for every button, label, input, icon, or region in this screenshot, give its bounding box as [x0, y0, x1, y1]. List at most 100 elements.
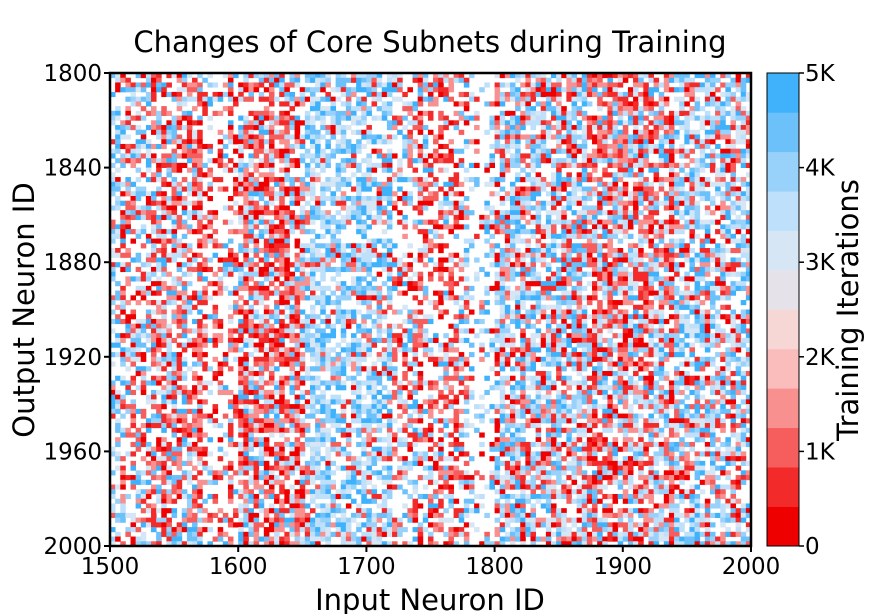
heatmap-cell: [248, 465, 254, 471]
heatmap-cell: [340, 512, 347, 519]
heatmap-cell: [212, 342, 219, 348]
heatmap-cell: [268, 399, 275, 405]
heatmap-cell: [125, 77, 131, 83]
heatmap-cell: [176, 191, 183, 197]
heatmap-cell: [207, 210, 213, 216]
heatmap-cell: [181, 200, 188, 206]
heatmap-cell: [489, 418, 495, 424]
heatmap-cell: [289, 503, 296, 509]
heatmap-cell: [356, 522, 362, 528]
heatmap-cell: [335, 73, 342, 79]
heatmap-cell: [371, 531, 378, 537]
heatmap-cell: [284, 276, 290, 282]
heatmap-cell: [417, 380, 424, 386]
heatmap-cell: [263, 172, 270, 178]
heatmap-cell: [197, 385, 203, 391]
heatmap-cell: [422, 153, 429, 159]
heatmap-cell: [171, 318, 178, 325]
heatmap-cell: [489, 101, 495, 107]
heatmap-cell: [181, 281, 188, 287]
heatmap-cell: [448, 493, 454, 500]
heatmap-cell: [315, 333, 321, 339]
heatmap-cell: [509, 115, 516, 121]
heatmap-cell: [335, 370, 342, 377]
heatmap-cell: [238, 408, 244, 414]
heatmap-cell: [504, 257, 511, 263]
heatmap-cell: [330, 531, 337, 537]
heatmap-cell: [217, 337, 224, 344]
heatmap-cell: [125, 527, 131, 533]
heatmap-cell: [376, 352, 383, 358]
heatmap-cell: [463, 361, 470, 367]
heatmap-cell: [345, 115, 352, 121]
heatmap-cell: [407, 285, 413, 291]
heatmap-cell: [212, 210, 219, 216]
heatmap-cell: [120, 333, 126, 339]
heatmap-cell: [166, 394, 172, 400]
heatmap-cell: [135, 229, 142, 235]
heatmap-cell: [258, 423, 265, 429]
heatmap-cell: [356, 129, 362, 135]
heatmap-cell: [515, 531, 521, 537]
heatmap-cell: [458, 214, 465, 221]
heatmap-cell: [386, 512, 393, 519]
heatmap-cell: [381, 475, 388, 481]
heatmap-cell: [386, 470, 393, 476]
heatmap-cell: [243, 257, 249, 263]
heatmap-cell: [115, 375, 121, 381]
heatmap-cell: [284, 129, 290, 135]
heatmap-cell: [156, 120, 162, 126]
heatmap-cell: [274, 257, 280, 263]
heatmap-cell: [438, 186, 444, 192]
heatmap-cell: [151, 271, 157, 277]
heatmap-cell: [125, 408, 131, 414]
heatmap-cell: [233, 399, 239, 405]
heatmap-cell: [433, 503, 439, 509]
heatmap-cell: [402, 470, 408, 476]
heatmap-cell: [315, 446, 321, 452]
heatmap-cell: [212, 479, 219, 485]
heatmap-cell: [438, 441, 444, 448]
heatmap-cell: [125, 352, 131, 358]
heatmap-cell: [268, 337, 275, 344]
heatmap-cell: [258, 404, 265, 410]
heatmap-cell: [263, 314, 270, 320]
heatmap-cell: [397, 380, 403, 386]
heatmap-cell: [325, 527, 331, 533]
heatmap-cell: [402, 219, 408, 225]
heatmap-cell: [479, 541, 485, 547]
heatmap-cell: [253, 73, 260, 79]
heatmap-cell: [279, 129, 285, 135]
heatmap-cell: [381, 527, 388, 533]
heatmap-cell: [222, 465, 229, 471]
heatmap-cell: [258, 285, 265, 291]
heatmap-cell: [345, 252, 352, 258]
heatmap-cell: [458, 314, 465, 320]
heatmap-cell: [294, 342, 301, 348]
heatmap-cell: [140, 380, 147, 386]
heatmap-cell: [351, 252, 357, 258]
heatmap-cell: [181, 389, 188, 396]
heatmap-cell: [151, 224, 157, 230]
heatmap-cell: [361, 531, 367, 537]
heatmap-cell: [381, 195, 388, 202]
heatmap-cell: [433, 177, 439, 183]
heatmap-cell: [151, 522, 157, 528]
heatmap-cell: [356, 309, 362, 315]
heatmap-cell: [417, 418, 424, 424]
heatmap-cell: [320, 527, 326, 533]
heatmap-cell: [238, 304, 244, 310]
heatmap-cell: [248, 181, 254, 187]
heatmap-cell: [376, 195, 383, 202]
heatmap-cell: [268, 380, 275, 386]
heatmap-cell: [463, 498, 470, 504]
heatmap-cell: [499, 177, 506, 183]
heatmap-cell: [284, 328, 290, 334]
heatmap-cell: [371, 342, 378, 348]
heatmap-cell: [197, 229, 203, 235]
heatmap-cell: [243, 385, 249, 391]
heatmap-cell: [125, 262, 131, 268]
heatmap-cell: [289, 427, 296, 433]
heatmap-cell: [330, 110, 337, 116]
heatmap-cell: [499, 512, 506, 519]
